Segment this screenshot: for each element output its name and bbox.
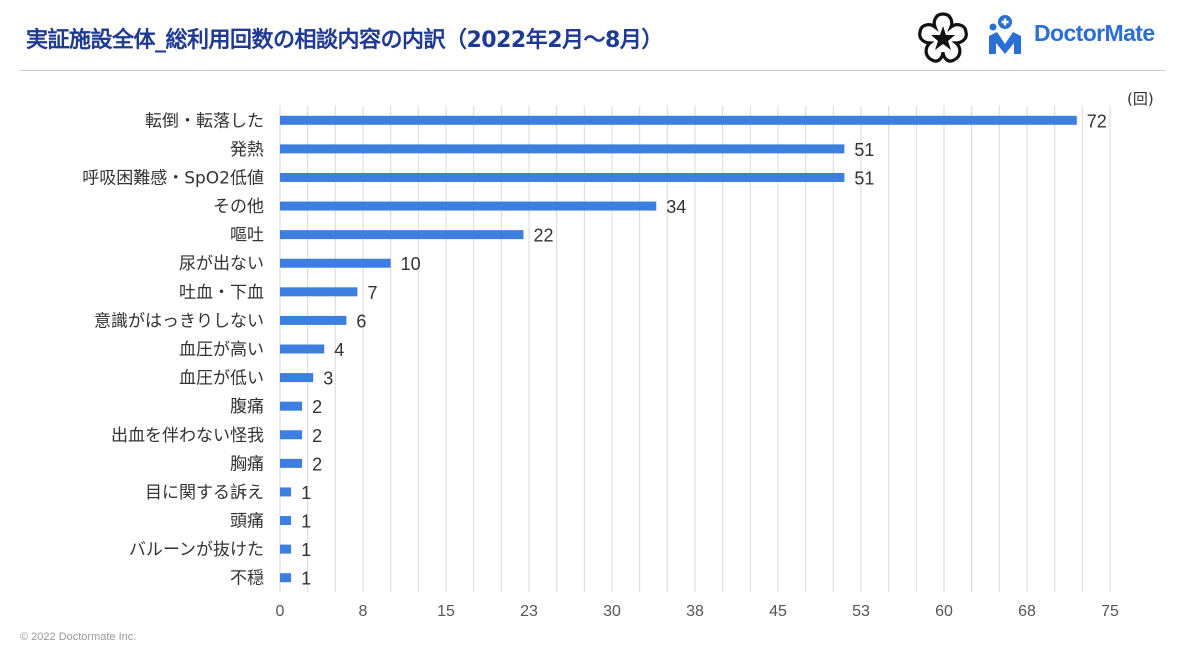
category-label: 出血を伴わない怪我: [111, 426, 264, 446]
category-label: 嘔吐: [230, 226, 264, 246]
value-label: 2: [312, 454, 322, 474]
value-label: 7: [367, 283, 377, 303]
bar: [280, 487, 292, 497]
category-labels: 転倒・転落した発熱呼吸困難感・SpO2低値その他嘔吐尿が出ない吐血・下血意識がは…: [82, 111, 264, 588]
unit-label: (回): [1127, 90, 1154, 108]
x-tick-label: 38: [686, 603, 704, 620]
x-tick-label: 68: [1018, 603, 1036, 620]
doctormate-logo-icon: [989, 15, 1021, 54]
bar: [280, 315, 347, 325]
value-label: 2: [312, 426, 322, 446]
bar: [280, 287, 358, 297]
value-label: 51: [854, 140, 874, 160]
page-title: 実証施設全体_総利用回数の相談内容の内訳（2022年2月～8月）: [26, 28, 663, 53]
category-label: 呼吸困難感・SpO2低値: [82, 168, 264, 188]
value-label: 4: [334, 340, 344, 360]
bar: [280, 516, 292, 526]
value-label: 22: [533, 226, 553, 246]
value-label: 1: [301, 569, 311, 589]
bar: [280, 373, 314, 383]
x-tick-label: 30: [603, 603, 621, 620]
category-label: 目に関する訴え: [145, 483, 264, 503]
x-tick-label: 15: [437, 603, 455, 620]
x-axis-ticks: 0 8 15 23 30 38 45 53 60 68 75: [276, 603, 1119, 620]
value-label: 72: [1087, 111, 1107, 131]
category-label: 発熱: [230, 140, 264, 160]
category-label: 不穏: [230, 569, 264, 589]
x-tick-label: 0: [276, 603, 285, 620]
value-label: 10: [401, 254, 421, 274]
bar: [280, 144, 845, 154]
bar: [280, 230, 524, 240]
brand-name: DoctorMate: [1034, 20, 1155, 46]
copyright: © 2022 Doctormate Inc.: [20, 631, 137, 643]
value-label: 34: [666, 197, 686, 217]
bar: [280, 258, 391, 268]
category-label: 頭痛: [230, 512, 264, 532]
value-label: 1: [301, 540, 311, 560]
category-label: 意識がはっきりしない: [94, 311, 264, 331]
flower-logo-icon: [918, 12, 968, 63]
x-tick-label: 60: [935, 603, 953, 620]
bar: [280, 458, 303, 468]
category-label: バルーンが抜けた: [129, 540, 264, 560]
x-tick-label: 45: [769, 603, 787, 620]
bar: [280, 172, 845, 182]
category-label: 転倒・転落した: [145, 111, 264, 131]
category-label: 腹痛: [230, 397, 264, 417]
bar: [280, 344, 325, 354]
x-tick-label: 53: [852, 603, 870, 620]
category-label: 血圧が低い: [179, 369, 264, 389]
bar: [280, 430, 303, 440]
bar: [280, 544, 292, 554]
value-label: 3: [323, 369, 333, 389]
bar: [280, 401, 303, 411]
header-divider: [20, 70, 1166, 71]
category-label: 吐血・下血: [179, 283, 264, 303]
category-label: 尿が出ない: [179, 254, 264, 274]
category-label: 血圧が高い: [179, 340, 264, 360]
bar: [280, 573, 292, 583]
bar: [280, 115, 1077, 125]
value-label: 51: [854, 168, 874, 188]
value-label: 1: [301, 483, 311, 503]
x-tick-label: 75: [1101, 603, 1119, 620]
x-tick-label: 23: [520, 603, 538, 620]
bars: [280, 115, 1077, 583]
value-label: 6: [356, 311, 366, 331]
category-label: その他: [213, 197, 264, 217]
bar: [280, 201, 657, 211]
value-label: 1: [301, 512, 311, 532]
value-label: 2: [312, 397, 322, 417]
x-tick-label: 8: [359, 603, 368, 620]
category-label: 胸痛: [230, 454, 264, 474]
